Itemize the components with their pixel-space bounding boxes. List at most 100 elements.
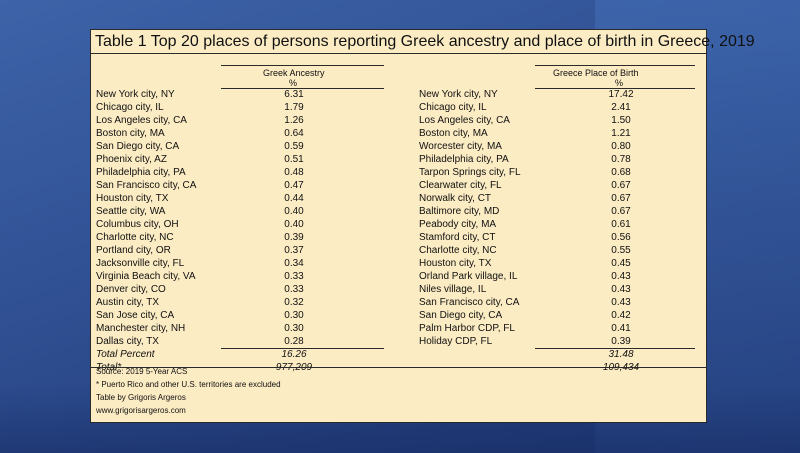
- right-value: 0.55: [611, 245, 631, 256]
- table-row: Jacksonville city, FL 0.34 Houston city, T…: [91, 257, 708, 270]
- right-value: 1.21: [611, 128, 631, 139]
- table-row: Portland city, OR 0.37 Charlotte city, NC 0…: [91, 244, 708, 257]
- left-value: 0.34: [284, 258, 304, 269]
- right-header-bottom-rule: [535, 88, 695, 89]
- total-percent-label: Total Percent: [96, 349, 155, 360]
- left-value: 0.33: [284, 271, 304, 282]
- left-value: 0.64: [284, 128, 304, 139]
- left-place: Phoenix city, AZ: [96, 154, 167, 165]
- table-row: San Jose city, CA 0.30 San Diego city, CA 0…: [91, 309, 708, 322]
- right-place: Norwalk city, CT: [419, 193, 492, 204]
- left-place: San Francisco city, CA: [96, 180, 197, 191]
- left-value: 1.26: [284, 115, 304, 126]
- right-value: 0.43: [611, 297, 631, 308]
- total-percent-right: 31.48: [608, 349, 634, 360]
- right-value: 0.67: [611, 193, 631, 204]
- table-row: Dallas city, TX 0.28 Holiday CDP, FL 0.39: [91, 335, 708, 348]
- table-row: Charlotte city, NC 0.39 Stamford city, CT 0…: [91, 231, 708, 244]
- right-column-unit: %: [615, 78, 624, 88]
- right-place: Los Angeles city, CA: [419, 115, 510, 126]
- right-value: 17.42: [608, 89, 634, 100]
- left-place: Chicago city, IL: [96, 102, 164, 113]
- left-value: 0.37: [284, 245, 304, 256]
- right-place: Stamford city, CT: [419, 232, 496, 243]
- left-header-bottom-rule: [221, 88, 384, 89]
- left-value: 0.39: [284, 232, 304, 243]
- right-place: Boston city, MA: [419, 128, 488, 139]
- left-value: 0.59: [284, 141, 304, 152]
- left-value: 0.28: [284, 336, 304, 347]
- left-place: San Diego city, CA: [96, 141, 180, 152]
- table-row: Philadelphia city, PA 0.48 Tarpon Springs …: [91, 166, 708, 179]
- right-value: 0.42: [611, 310, 631, 321]
- left-place: Seattle city, WA: [96, 206, 166, 217]
- left-place: Manchester city, NH: [96, 323, 186, 334]
- author-note: Table by Grigoris Argeros: [96, 393, 186, 402]
- left-total-rule: [221, 348, 384, 349]
- left-place: Denver city, CO: [96, 284, 166, 295]
- right-place: Niles village, IL: [419, 284, 487, 295]
- table-row: San Francisco city, CA 0.47 Clearwater cit…: [91, 179, 708, 192]
- total-percent-row: Total Percent 16.26 31.48: [91, 348, 708, 361]
- table-panel: Table 1 Top 20 places of persons reporti…: [90, 29, 755, 423]
- right-value: 0.67: [611, 180, 631, 191]
- left-place: Boston city, MA: [96, 128, 165, 139]
- left-value: 0.40: [284, 219, 304, 230]
- left-value: 6.31: [284, 89, 304, 100]
- left-place: Austin city, TX: [96, 297, 159, 308]
- right-place: San Diego city, CA: [419, 310, 503, 321]
- right-value: 0.78: [611, 154, 631, 165]
- right-place: Tarpon Springs city, FL: [419, 167, 521, 178]
- right-column-header: Greece Place of Birth: [553, 68, 639, 78]
- left-place: Portland city, OR: [96, 245, 171, 256]
- left-place: Columbus city, OH: [96, 219, 179, 230]
- right-place: Baltimore city, MD: [419, 206, 500, 217]
- left-place: Los Angeles city, CA: [96, 115, 187, 126]
- right-header-top-rule: [535, 65, 695, 66]
- table-row: Austin city, TX 0.32 San Francisco city, C…: [91, 296, 708, 309]
- right-value: 0.43: [611, 284, 631, 295]
- right-value: 2.41: [611, 102, 631, 113]
- table-row: Chicago city, IL 1.79 Chicago city, IL 2.41: [91, 101, 708, 114]
- right-place: Houston city, TX: [419, 258, 492, 269]
- table-row: New York city, NY 6.31 New York city, NY 17…: [91, 88, 708, 101]
- left-value: 0.32: [284, 297, 304, 308]
- right-place: Clearwater city, FL: [419, 180, 502, 191]
- table-row: Phoenix city, AZ 0.51 Philadelphia city, P…: [91, 153, 708, 166]
- left-place: Virginia Beach city, VA: [96, 271, 196, 282]
- left-value: 0.30: [284, 323, 304, 334]
- right-place: San Francisco city, CA: [419, 297, 520, 308]
- left-value: 0.47: [284, 180, 304, 191]
- table-row: Manchester city, NH 0.30 Palm Harbor CDP, …: [91, 322, 708, 335]
- left-place: New York city, NY: [96, 89, 175, 100]
- right-value: 0.56: [611, 232, 631, 243]
- right-value: 0.41: [611, 323, 631, 334]
- table-notes: Source: 2019 5-Year ACS * Puerto Rico an…: [96, 365, 281, 417]
- left-place: Dallas city, TX: [96, 336, 159, 347]
- table-row: San Diego city, CA 0.59 Worcester city, MA…: [91, 140, 708, 153]
- right-place: Holiday CDP, FL: [419, 336, 493, 347]
- left-place: San Jose city, CA: [96, 310, 175, 321]
- title-rule: [91, 53, 706, 54]
- table-row: Seattle city, WA 0.40 Baltimore city, MD 0.…: [91, 205, 708, 218]
- left-value: 0.51: [284, 154, 304, 165]
- right-value: 0.61: [611, 219, 631, 230]
- right-value: 0.67: [611, 206, 631, 217]
- table-body: New York city, NY 6.31 New York city, NY 17…: [91, 88, 708, 374]
- left-value: 0.40: [284, 206, 304, 217]
- right-place: Peabody city, MA: [419, 219, 497, 230]
- right-place: Philadelphia city, PA: [419, 154, 509, 165]
- left-value: 0.48: [284, 167, 304, 178]
- table-title: Table 1 Top 20 places of persons reporti…: [95, 33, 755, 50]
- table-row: Denver city, CO 0.33 Niles village, IL 0.43: [91, 283, 708, 296]
- right-place: New York city, NY: [419, 89, 498, 100]
- left-place: Houston city, TX: [96, 193, 169, 204]
- right-value: 0.68: [611, 167, 631, 178]
- right-value: 0.45: [611, 258, 631, 269]
- territories-note: * Puerto Rico and other U.S. territories…: [96, 380, 281, 389]
- table-row: Los Angeles city, CA 1.26 Los Angeles city…: [91, 114, 708, 127]
- left-header-top-rule: [221, 65, 384, 66]
- table-row: Houston city, TX 0.44 Norwalk city, CT 0.67: [91, 192, 708, 205]
- table-row: Columbus city, OH 0.40 Peabody city, MA 0.6…: [91, 218, 708, 231]
- right-place: Charlotte city, NC: [419, 245, 497, 256]
